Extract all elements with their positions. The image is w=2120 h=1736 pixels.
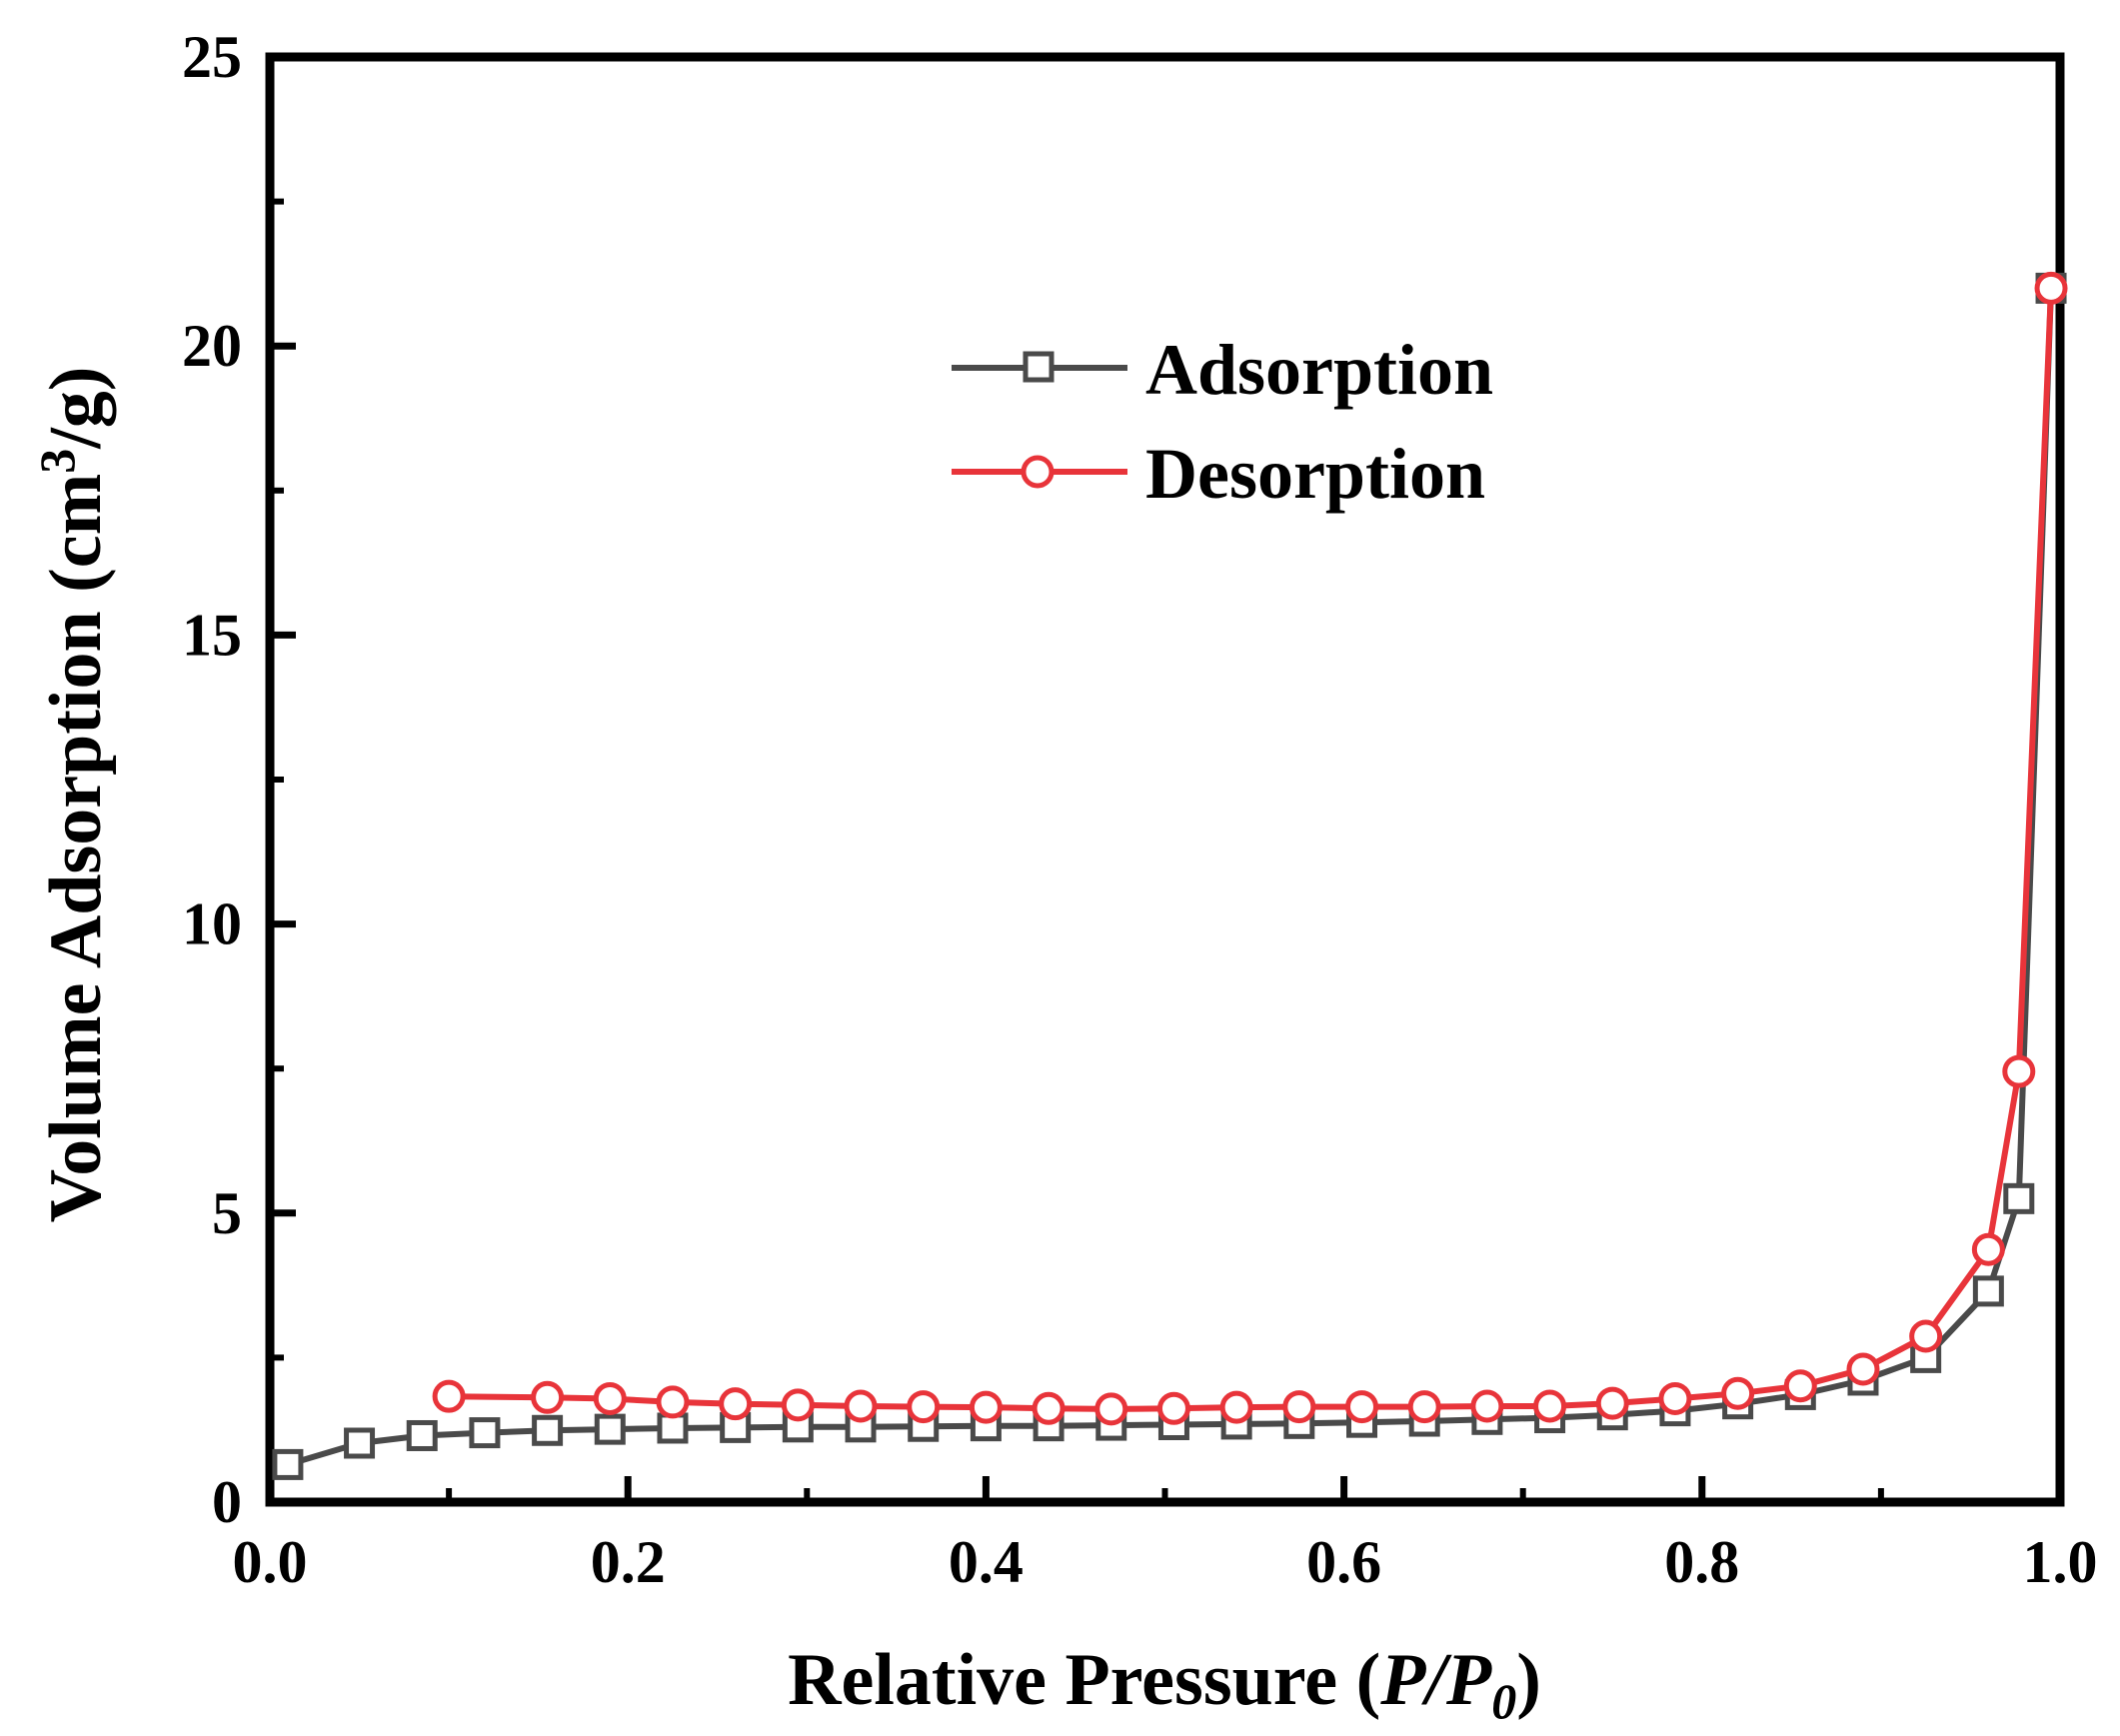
data-point-desorption [719, 1387, 753, 1421]
data-point-desorption [1282, 1390, 1316, 1424]
x-tick-label: 0.6 [1306, 1529, 1381, 1595]
data-point-desorption [1032, 1391, 1065, 1425]
data-point-adsorption [344, 1427, 376, 1459]
data-point-desorption [844, 1389, 878, 1423]
x-axis-title-main: Relative Pressure ( [788, 1639, 1380, 1721]
x-tick-label: 0.2 [591, 1529, 666, 1595]
legend-label-adsorption: Adsorption [1145, 330, 1493, 410]
data-point-desorption [781, 1388, 815, 1422]
data-point-adsorption [2003, 1182, 2035, 1214]
data-point-desorption [907, 1390, 941, 1424]
data-point-adsorption [1972, 1275, 2004, 1307]
data-point-desorption [1219, 1390, 1253, 1424]
data-point-desorption [531, 1380, 565, 1414]
data-point-desorption [432, 1379, 466, 1413]
data-point-desorption [1407, 1390, 1441, 1424]
legend-marker-circle [1021, 455, 1055, 489]
legend-item-desorption: Desorption [952, 434, 1485, 514]
x-tick-label: 0.8 [1664, 1529, 1739, 1595]
data-point-desorption [969, 1390, 1003, 1424]
legend-item-adsorption: Adsorption [952, 330, 1493, 410]
data-point-desorption [1345, 1390, 1379, 1424]
data-point-adsorption [594, 1413, 626, 1445]
x-axis-title-close: ) [1516, 1639, 1541, 1721]
x-axis-tick-labels: 0.0 0.2 0.4 0.6 0.8 1.0 [233, 1529, 2098, 1595]
data-point-desorption [1533, 1389, 1567, 1423]
data-point-adsorption [272, 1448, 304, 1480]
x-axis-title-p0-subscript: 0 [1491, 1673, 1516, 1729]
data-point-desorption [2034, 271, 2068, 305]
data-point-desorption [593, 1381, 627, 1415]
y-axis-tick-labels: 0 5 10 15 20 25 [182, 24, 242, 1535]
data-point-desorption [1658, 1381, 1692, 1415]
legend-marker-square [1023, 351, 1055, 383]
y-axis-ticks [270, 53, 296, 1506]
data-point-desorption [656, 1385, 690, 1419]
y-tick-label: 15 [182, 602, 242, 668]
legend: Adsorption Desorption [952, 330, 1493, 514]
data-point-adsorption [657, 1412, 689, 1444]
y-tick-label: 20 [182, 313, 242, 379]
x-tick-label: 1.0 [2023, 1529, 2098, 1595]
data-point-desorption [1721, 1376, 1755, 1410]
x-tick-label: 0.4 [949, 1529, 1024, 1595]
data-point-desorption [1094, 1392, 1128, 1426]
legend-label-desorption: Desorption [1145, 434, 1485, 514]
y-tick-label: 5 [212, 1180, 242, 1246]
y-axis-title-superscript: 3 [29, 449, 85, 474]
data-point-desorption [1595, 1386, 1629, 1420]
y-tick-label: 10 [182, 891, 242, 957]
data-point-adsorption [469, 1417, 501, 1449]
data-point-desorption [1971, 1232, 2005, 1266]
data-point-desorption [1470, 1389, 1504, 1423]
data-point-desorption [2002, 1054, 2036, 1088]
x-axis-title-p: P [1379, 1639, 1426, 1721]
y-axis-title-main: Volume Adsorption (cm [35, 474, 117, 1223]
data-point-adsorption [532, 1414, 564, 1446]
y-axis-title-tail: /g) [35, 367, 117, 450]
data-point-desorption [1909, 1319, 1943, 1353]
series-desorption [432, 271, 2068, 1426]
x-tick-label: 0.0 [233, 1529, 308, 1595]
x-axis-title: Relative Pressure (P/P0) [788, 1639, 1541, 1729]
data-point-desorption [1156, 1391, 1190, 1425]
y-axis-title: Volume Adsorption (cm3/g) [29, 367, 117, 1223]
data-point-desorption [1846, 1352, 1880, 1386]
x-axis-title-p0: P [1445, 1639, 1492, 1721]
x-axis-ticks [266, 1476, 2064, 1502]
y-tick-label: 0 [212, 1469, 242, 1535]
y-tick-label: 25 [182, 24, 242, 90]
series-layer [272, 271, 2068, 1480]
plot-area-frame [265, 52, 2065, 1507]
data-point-desorption [1783, 1369, 1817, 1403]
data-point-adsorption [406, 1419, 438, 1451]
